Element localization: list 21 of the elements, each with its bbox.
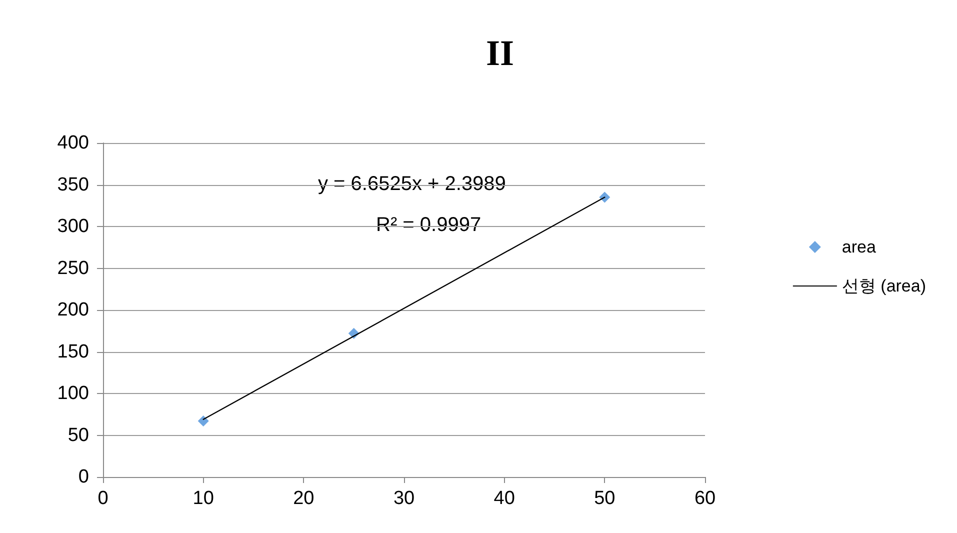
x-tick-label: 50 xyxy=(594,488,616,509)
y-tick-label: 150 xyxy=(57,341,89,362)
x-tick-label: 10 xyxy=(192,488,214,509)
x-tick-label: 0 xyxy=(98,488,108,509)
point xyxy=(198,416,209,427)
x-tick-label: 60 xyxy=(694,488,716,509)
y-tick-label: 300 xyxy=(57,216,89,237)
y-tick-label: 0 xyxy=(78,466,89,488)
y-tick-label: 400 xyxy=(57,132,89,154)
legend-label: area xyxy=(842,238,876,256)
y-tick-label: 200 xyxy=(57,300,89,320)
y-tick-label: 100 xyxy=(57,383,89,404)
chart-title: II xyxy=(486,33,514,73)
x-tick-label: 30 xyxy=(393,488,415,509)
y-tick-label: 350 xyxy=(57,174,89,196)
x-tick-label: 20 xyxy=(293,488,314,509)
y-tick-label: 50 xyxy=(68,424,89,446)
point xyxy=(599,192,610,203)
x-tick-label: 40 xyxy=(494,488,515,509)
y-tick-label: 250 xyxy=(57,258,89,279)
legend-label: 선형 (area) xyxy=(842,276,926,296)
